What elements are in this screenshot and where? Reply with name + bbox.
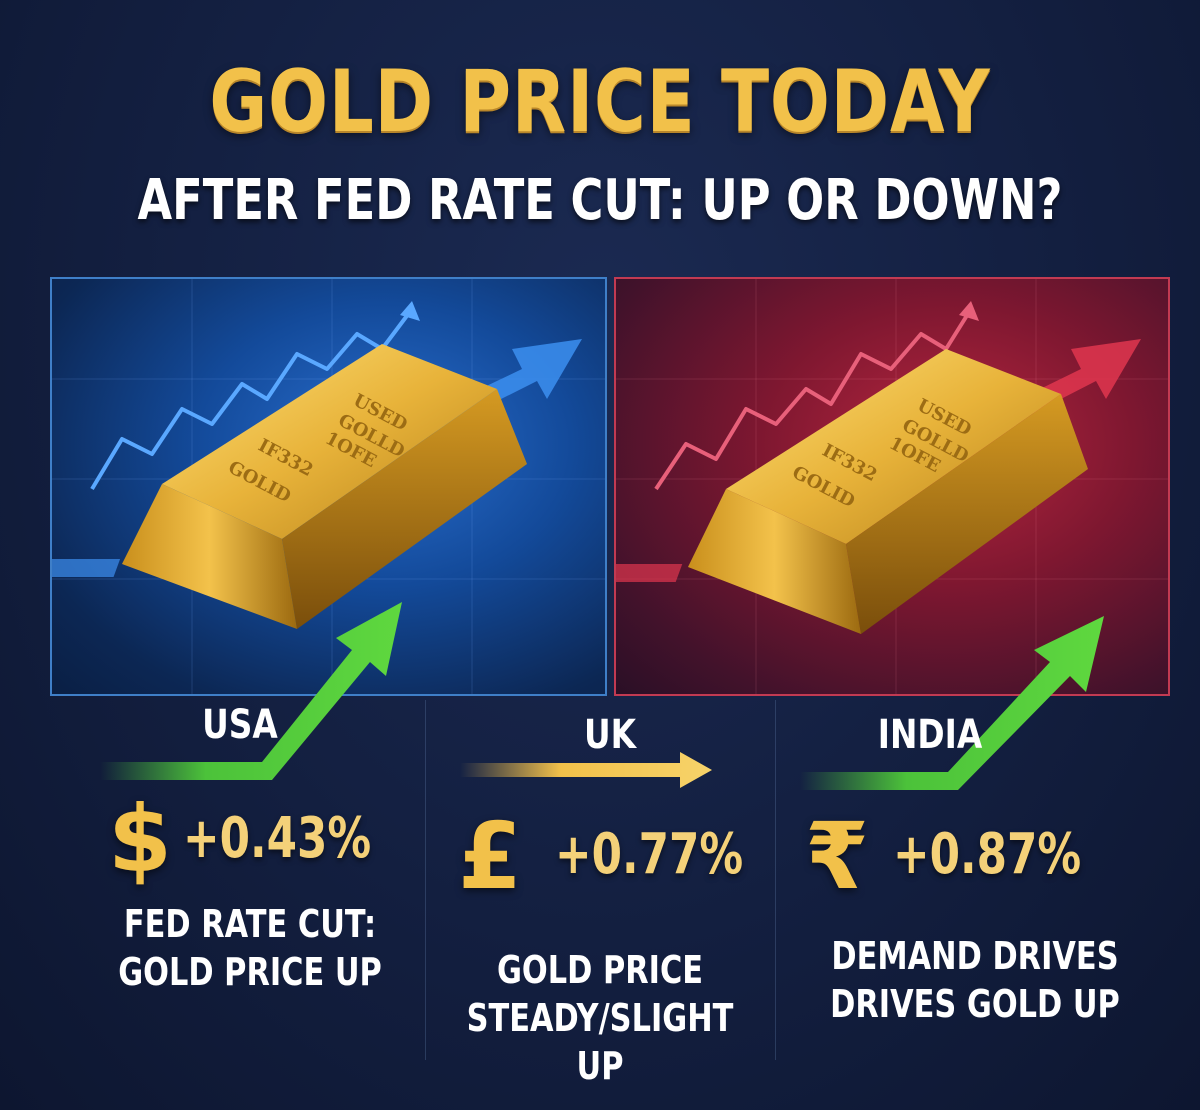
rupee-icon: ₹: [805, 803, 870, 910]
caption-india-line1: DEMAND DRIVES: [831, 934, 1119, 978]
india-image-panel: USED GOLLD 1OFE IF332 GOLID: [614, 277, 1170, 696]
country-label-uk: UK: [583, 712, 637, 758]
usa-image-panel: USED GOLLD 1OFE IF332 GOLID: [50, 277, 607, 696]
column-divider: [425, 700, 426, 1060]
india-up-arrow-icon: [800, 616, 1104, 790]
india-trend-arrowhead: [959, 301, 979, 321]
gold-bar-usa: USED GOLLD 1OFE IF332 GOLID: [122, 344, 527, 629]
caption-uk-line1: GOLD PRICE: [496, 948, 704, 992]
column-divider: [775, 700, 776, 1060]
change-india: +0.87%: [893, 822, 1082, 887]
india-trend-line: [654, 307, 973, 491]
pound-icon: £: [458, 803, 523, 910]
caption-india-line2: DRIVES GOLD UP: [830, 982, 1120, 1026]
country-label-india: INDIA: [877, 712, 983, 758]
page-subtitle: AFTER FED RATE CUT: UP OR DOWN?: [137, 168, 1063, 233]
caption-uk-line2: STEADY/SLIGHT UP: [466, 996, 734, 1088]
dollar-icon: $: [108, 786, 173, 893]
uk-flat-arrow-icon: [460, 752, 712, 788]
usa-up-arrow-icon: [100, 602, 402, 780]
gold-bar-india: USED GOLLD 1OFE IF332 GOLID: [688, 349, 1088, 634]
caption-uk: GOLD PRICE STEADY/SLIGHT UP: [448, 946, 752, 1090]
caption-usa-line1: FED RATE CUT:: [123, 902, 377, 946]
usa-trend-arrowhead: [400, 301, 420, 321]
caption-usa-line2: GOLD PRICE UP: [118, 950, 382, 994]
caption-india: DEMAND DRIVES DRIVES GOLD UP: [815, 932, 1135, 1028]
page-title: GOLD PRICE TODAY: [209, 52, 991, 152]
change-usa: +0.43%: [183, 806, 372, 871]
caption-usa: FED RATE CUT: GOLD PRICE UP: [98, 900, 402, 996]
country-label-usa: USA: [202, 702, 278, 748]
usa-trend-line: [90, 307, 414, 491]
change-uk: +0.77%: [555, 822, 744, 887]
